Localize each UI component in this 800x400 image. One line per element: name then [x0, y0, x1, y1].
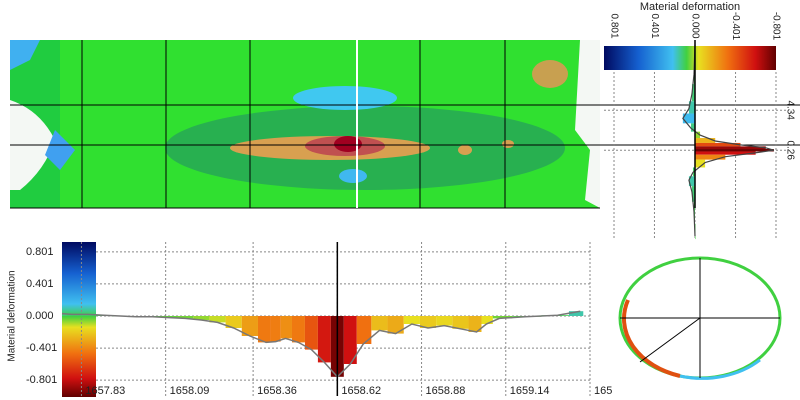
y-axis-label: Material deformation: [7, 270, 18, 361]
profile-bar: [304, 316, 318, 350]
y-tick-label: 4.34: [784, 100, 795, 120]
profile-bar: [241, 316, 258, 336]
profile-bar: [79, 314, 97, 316]
x-tick-label: -0.401: [730, 12, 741, 41]
x-tick-label: 1658.88: [426, 385, 466, 397]
profile-bar: [695, 142, 741, 147]
profile-bar: [225, 316, 242, 328]
profile-bar: [387, 316, 404, 334]
profile-bar: [270, 316, 281, 342]
heatmap-blob: [532, 60, 568, 88]
profile-bar: [343, 316, 357, 364]
profile-bar: [568, 311, 584, 316]
profile-bar: [193, 316, 210, 320]
y-tick-label: 0.801: [26, 246, 54, 258]
profile-line: [682, 44, 775, 237]
crosshair: [639, 317, 701, 363]
x-tick-label: -0.801: [770, 12, 781, 41]
x-tick-label: 0.401: [649, 13, 660, 38]
profile-bar: [176, 316, 194, 319]
x-tick-label: 1658.62: [341, 385, 381, 397]
profile-bar: [688, 101, 695, 114]
profile-bar: [695, 154, 726, 160]
profile-bar: [371, 316, 388, 331]
profile-bar: [160, 316, 177, 318]
profile-bar: [695, 146, 766, 150]
profile-bar: [62, 313, 67, 316]
heatmap-blob: [502, 140, 514, 148]
profile-bar: [403, 316, 420, 324]
heatmap-blob: [293, 86, 397, 110]
profile-bar: [481, 316, 493, 324]
x-tick-label: 0.801: [608, 13, 619, 38]
profile-bar: [682, 113, 695, 124]
profile-bar: [66, 314, 80, 316]
x-tick-label: 0.000: [689, 13, 700, 38]
profile-bar: [492, 316, 513, 319]
profile-bar: [691, 186, 695, 202]
y-tick-label: -0.401: [26, 342, 57, 354]
x-tick-label: 1659.14: [510, 385, 550, 397]
heatmap-blob: [45, 130, 75, 170]
y-tick-label: 0.26: [784, 140, 795, 160]
profile-bar: [695, 138, 716, 143]
y-tick-label: 0.000: [26, 310, 54, 322]
profile-bar: [695, 151, 756, 155]
profile-bar: [695, 159, 706, 168]
heatmap: [10, 40, 800, 209]
profile-bar: [436, 316, 453, 326]
profile-bar: [291, 316, 305, 343]
profile-bar: [468, 316, 482, 332]
heatmap-blank: [575, 40, 600, 208]
x-tick-label: 1658.36: [257, 385, 297, 397]
profile-bar: [695, 131, 701, 139]
profile-bar: [317, 316, 331, 363]
heatmap-blob: [458, 145, 472, 155]
y-tick-label: -0.801: [26, 374, 57, 386]
heatmap-blob: [339, 169, 367, 183]
heatmap-grid: [10, 40, 800, 209]
y-tick-label: 0.401: [26, 278, 54, 290]
x-tick-label: 1657.83: [85, 385, 125, 397]
profile-bar: [257, 316, 271, 343]
x-tick-label: 1658.09: [170, 385, 210, 397]
profile-bar: [356, 316, 372, 344]
x-tick-label: 165: [594, 385, 612, 397]
profile-bar: [691, 84, 695, 102]
colorbar: [604, 46, 776, 70]
profile-bar: [688, 176, 695, 187]
ring-segment: [622, 299, 681, 378]
profile-bar: [209, 316, 226, 323]
heatmap-zone: [334, 136, 362, 152]
pipe-section: [618, 256, 782, 380]
panel-title: Material deformation: [640, 1, 740, 13]
profile-line: [61, 310, 581, 378]
ring-segment: [679, 358, 761, 380]
profile-bar: [280, 316, 292, 339]
profile-bar: [690, 123, 695, 132]
colorbar: [62, 242, 96, 397]
profile-bar: [452, 316, 469, 329]
heatmap-blob: [10, 40, 40, 70]
profile-bar: [419, 316, 437, 328]
profile-bar: [695, 149, 774, 152]
